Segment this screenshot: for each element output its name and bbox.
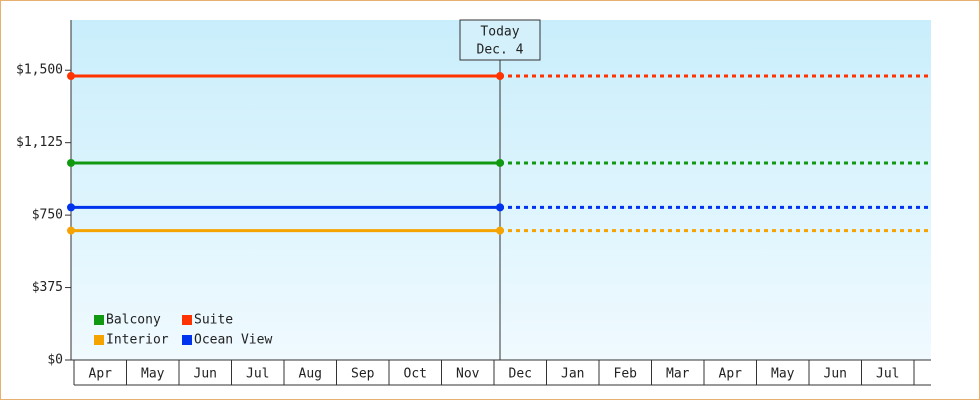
price-point bbox=[67, 226, 75, 235]
y-tick-label: $1,500 bbox=[16, 63, 63, 78]
x-tick-label: Jun bbox=[194, 367, 217, 382]
price-point bbox=[67, 72, 75, 81]
x-tick-label: May bbox=[141, 367, 165, 382]
y-tick-label: $0 bbox=[47, 353, 63, 368]
price-point bbox=[67, 158, 75, 167]
x-tick-label: Jan bbox=[561, 367, 584, 382]
legend-swatch bbox=[94, 335, 104, 345]
x-tick-label: Jun bbox=[824, 367, 847, 382]
x-tick-label: Sep bbox=[351, 367, 375, 382]
x-tick-label: Feb bbox=[614, 367, 638, 382]
legend-label: Balcony bbox=[106, 313, 161, 328]
x-tick-label: Mar bbox=[666, 367, 690, 382]
plot-area bbox=[71, 20, 931, 360]
y-tick-label: $1,125 bbox=[16, 135, 63, 150]
y-tick-label: $375 bbox=[32, 280, 63, 295]
x-tick-label: Apr bbox=[719, 367, 743, 382]
today-title: Today bbox=[480, 25, 519, 40]
legend-label: Ocean View bbox=[194, 333, 272, 348]
x-tick-label: May bbox=[771, 367, 795, 382]
x-tick-label: Jul bbox=[246, 367, 269, 382]
today-box bbox=[459, 19, 541, 61]
x-tick-label: Jul bbox=[876, 367, 899, 382]
x-tick-label: Oct bbox=[404, 367, 427, 382]
legend-swatch bbox=[182, 335, 192, 345]
legend-label: Suite bbox=[194, 313, 233, 328]
price-point bbox=[496, 72, 504, 81]
x-tick-label: Dec bbox=[509, 367, 532, 382]
x-tick-label: Aug bbox=[299, 367, 322, 382]
x-tick-label: Nov bbox=[456, 367, 480, 382]
legend-label: Interior bbox=[106, 333, 169, 348]
legend-swatch bbox=[94, 315, 104, 325]
today-date: Dec. 4 bbox=[477, 43, 524, 58]
x-tick-label: Apr bbox=[89, 367, 113, 382]
price-point bbox=[67, 203, 75, 212]
y-tick-label: $750 bbox=[32, 208, 63, 223]
price-point bbox=[496, 226, 504, 235]
price-point bbox=[496, 158, 504, 167]
legend-swatch bbox=[182, 315, 192, 325]
price-point bbox=[496, 203, 504, 212]
